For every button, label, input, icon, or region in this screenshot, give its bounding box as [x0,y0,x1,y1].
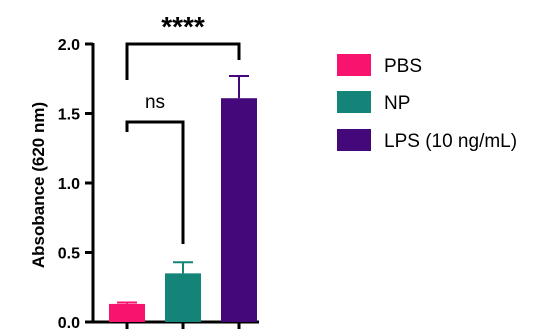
bar-1 [165,273,201,322]
legend-label-0: PBS [384,56,422,77]
legend-label-2: LPS (10 ng/mL) [384,131,517,152]
legend-swatch-0 [337,54,371,76]
significance-bracket-0 [125,120,185,244]
y-tick-label: 1.5 [58,107,80,124]
bar-0 [109,303,145,322]
y-tick-label: 0.5 [58,246,80,263]
significance-label-1: **** [161,11,205,42]
bars [109,74,257,323]
y-axis-label: Absobance (620 nm) [29,102,48,268]
y-tick-label: 2.0 [58,37,80,54]
legend-label-1: NP [384,93,410,114]
y-tick-label: 1.0 [58,176,80,193]
legend: PBS NP LPS (10 ng/mL) [337,54,517,152]
significance-bracket-1 [125,42,241,80]
significance-label-0: ns [145,92,165,113]
legend-swatch-1 [337,91,371,113]
significance-brackets: ns **** [125,11,241,244]
legend-swatch-2 [337,129,371,151]
y-tick-label: 0.0 [58,315,80,329]
bar-2 [221,98,257,323]
